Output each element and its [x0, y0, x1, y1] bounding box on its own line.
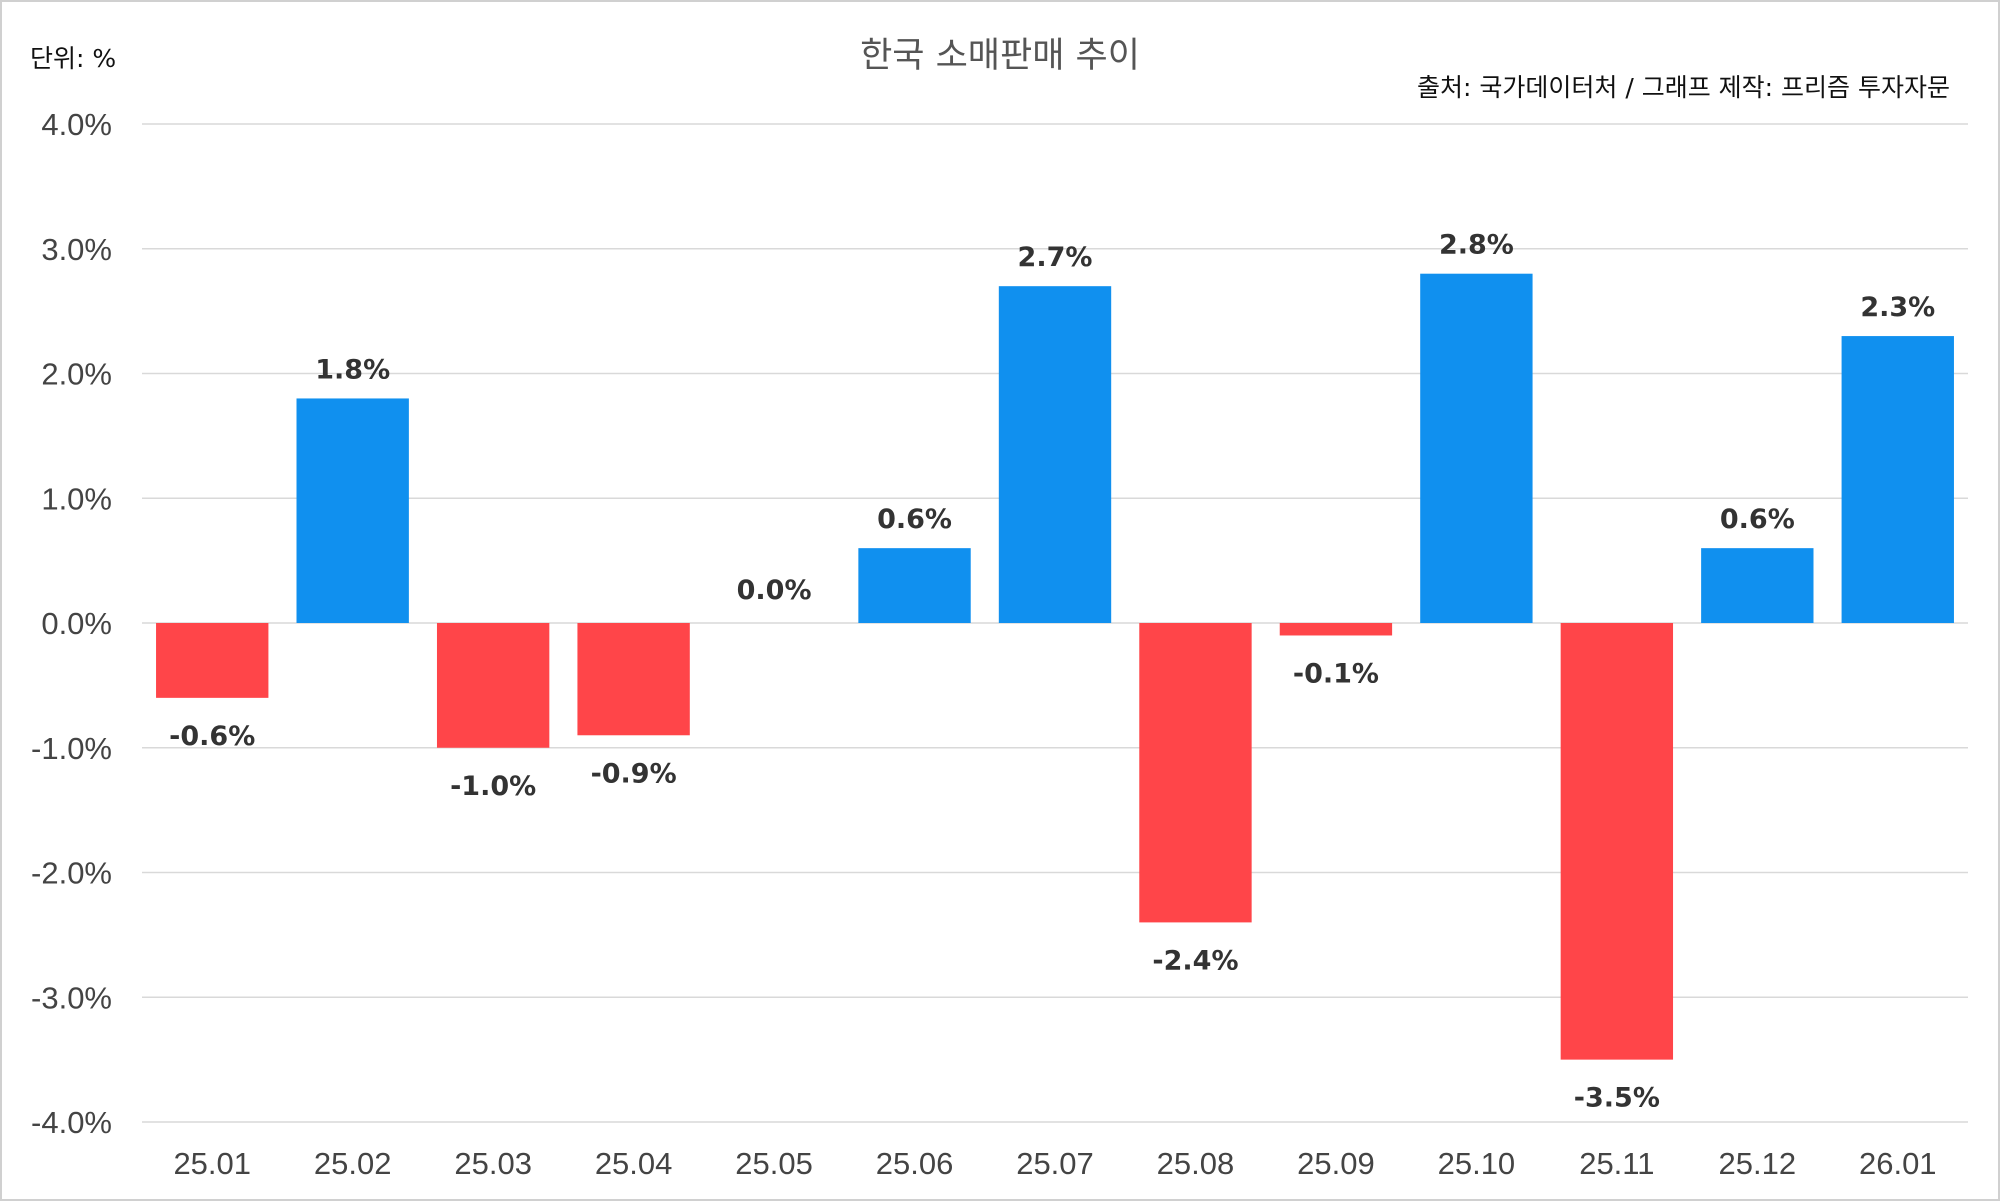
unit-label: 단위: % [30, 44, 116, 73]
chart-title: 한국 소매판매 추이 [860, 36, 1140, 76]
y-tick-label: 1.0% [41, 481, 112, 516]
data-label: 1.8% [315, 354, 390, 385]
y-tick-label: -2.0% [31, 856, 112, 891]
data-label: -1.0% [450, 771, 536, 802]
data-label: -0.1% [1293, 658, 1379, 689]
bar-25.04 [577, 623, 690, 736]
bar-25.03 [436, 623, 550, 748]
x-tick-label: 25.06 [876, 1146, 954, 1181]
x-tick-label: 25.03 [454, 1146, 532, 1181]
y-tick-label: -4.0% [31, 1105, 112, 1140]
data-label: 0.0% [737, 575, 812, 606]
bar-25.01 [156, 623, 269, 698]
x-tick-label: 25.09 [1297, 1146, 1375, 1181]
x-tick-label: 25.10 [1438, 1146, 1516, 1181]
y-tick-label: 4.0% [41, 107, 112, 142]
x-tick-label: 25.02 [314, 1146, 392, 1181]
bar-25.07 [998, 286, 1112, 623]
y-tick-label: 0.0% [41, 606, 112, 641]
bar-layer [156, 273, 1954, 1060]
data-label: -3.5% [1574, 1083, 1660, 1114]
bar-25.02 [296, 398, 409, 623]
x-tick-label: 26.01 [1859, 1146, 1937, 1181]
bar-26.01 [1841, 336, 1954, 623]
data-label: 2.3% [1860, 292, 1935, 323]
bar-25.08 [1139, 623, 1252, 923]
x-tick-label: 25.01 [173, 1146, 251, 1181]
x-tick-label: 25.05 [735, 1146, 813, 1181]
label-layer: -0.6% 1.8% -1.0% -0.9% 0.0% 0.6% 2.7% -2.4% -0.1… [169, 230, 1935, 1114]
y-tick-label: 3.0% [41, 232, 112, 267]
x-tick-label: 25.08 [1157, 1146, 1235, 1181]
y-tick-label: 2.0% [41, 357, 112, 392]
data-label: 2.8% [1439, 230, 1514, 261]
axis-layer: 4.0% 3.0% 2.0% 1.0% 0.0% -1.0% -2.0% -3.0% -4.0%… [31, 107, 1937, 1181]
bar-25.10 [1420, 273, 1533, 623]
bar-25.11 [1560, 623, 1674, 1060]
data-label: 0.6% [877, 504, 952, 535]
x-tick-label: 25.12 [1719, 1146, 1797, 1181]
y-tick-label: -1.0% [31, 731, 112, 766]
y-tick-label: -3.0% [31, 980, 112, 1015]
data-label: 2.7% [1018, 242, 1093, 273]
x-tick-label: 25.04 [595, 1146, 673, 1181]
x-tick-label: 25.11 [1579, 1146, 1654, 1181]
data-label: -0.6% [169, 721, 255, 752]
data-label: -0.9% [591, 758, 677, 789]
source-label: 출처: 국가데이터처 / 그래프 제작: 프리즘 투자자문 [1417, 73, 1950, 102]
bar-25.12 [1701, 548, 1814, 623]
x-tick-label: 25.07 [1016, 1146, 1094, 1181]
data-label: -2.4% [1152, 945, 1238, 976]
data-label: 0.6% [1720, 504, 1795, 535]
bar-25.09 [1279, 623, 1393, 636]
bar-25.06 [858, 548, 971, 623]
